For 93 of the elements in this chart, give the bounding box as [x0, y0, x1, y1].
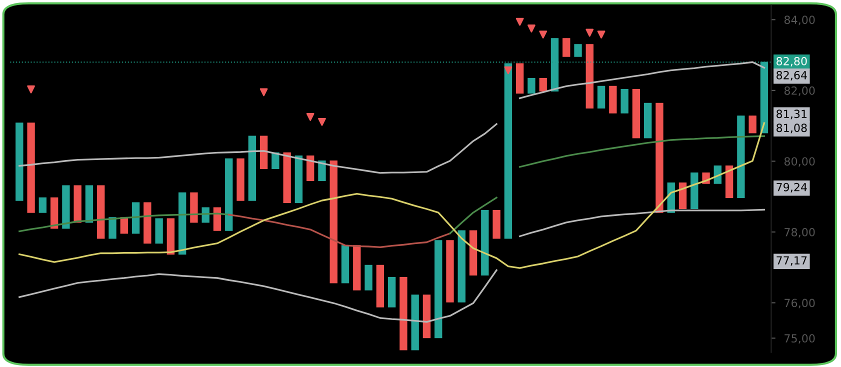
candlestick [155, 218, 163, 244]
annotation: 81,31 [776, 110, 807, 120]
annotation: 77,17 [776, 256, 807, 266]
candlestick [388, 276, 396, 308]
candlestick [178, 192, 186, 255]
candlestick [353, 244, 361, 291]
candlestick [446, 240, 454, 303]
candlestick [539, 78, 547, 92]
candlestick [492, 210, 500, 239]
candlestick [248, 136, 256, 201]
line-series [449, 196, 498, 234]
candlestick [190, 192, 198, 224]
candlestick [714, 165, 722, 184]
line-series [228, 214, 451, 248]
point [27, 85, 35, 94]
candlestick [213, 206, 222, 232]
point [504, 66, 512, 74]
candlestick [272, 152, 280, 169]
candlestick [620, 88, 628, 114]
point [516, 18, 524, 26]
candlestick [597, 86, 606, 108]
y-tick-label: 84,00 [784, 16, 815, 26]
candlestick [434, 240, 442, 338]
point [597, 30, 606, 38]
point [528, 24, 536, 32]
y-tick-label: 76,00 [784, 298, 815, 308]
candlestick [632, 89, 640, 138]
candlestick [166, 218, 175, 255]
candlestick [678, 182, 687, 209]
candlestick [748, 115, 756, 134]
candlestick [528, 78, 536, 94]
y-tick-label: 78,00 [784, 228, 815, 238]
annotation: 79,24 [776, 182, 807, 192]
point [539, 30, 548, 38]
candlestick [422, 294, 431, 338]
point [306, 113, 314, 121]
point [260, 88, 268, 96]
candlestick [62, 185, 70, 229]
candlestick [516, 63, 524, 94]
candlestick [504, 63, 512, 239]
candlestick [400, 276, 408, 350]
candlestick [74, 185, 82, 223]
line-series [518, 61, 766, 100]
candlestick [294, 156, 303, 203]
candlestick [341, 245, 350, 284]
line-series [18, 122, 766, 269]
candlestick [225, 158, 233, 231]
line-series [18, 212, 230, 232]
candlestick [120, 216, 128, 234]
candlestick [586, 44, 594, 109]
candlestick [725, 165, 734, 198]
ref-line-label: 82,80 [776, 56, 807, 66]
candlestick [469, 230, 478, 276]
line-series [18, 123, 498, 174]
candlestick [283, 152, 291, 203]
candlestick [737, 115, 745, 198]
candlestick [27, 122, 35, 213]
y-tick-label: 82,00 [784, 86, 815, 96]
candlestick [458, 230, 466, 303]
candlestick [364, 264, 372, 290]
candlestick [481, 210, 489, 276]
candlestick [50, 197, 58, 229]
candlestick [132, 202, 140, 234]
candlestick [330, 160, 338, 284]
candlestick [108, 217, 116, 239]
candlestick [609, 86, 617, 114]
y-tick-label: 75,00 [784, 334, 815, 344]
y-tick-label: 80,00 [784, 157, 815, 167]
candlestick [97, 185, 105, 239]
candlestick [38, 197, 47, 213]
candlestick [690, 172, 698, 209]
candlestick [550, 38, 559, 92]
line-series [518, 135, 766, 168]
candlestick [411, 294, 419, 350]
candlestick [16, 122, 24, 201]
point [318, 118, 326, 126]
candlestick [260, 136, 268, 169]
candlestick [644, 102, 652, 138]
candlestick [306, 156, 314, 182]
candlestick [318, 160, 326, 182]
candlestick [760, 61, 768, 134]
text: 82,64 [776, 70, 807, 80]
candlestick [85, 185, 94, 223]
candlestick [236, 158, 244, 201]
candlestick [574, 44, 582, 58]
line-series [518, 208, 766, 238]
candlestick [376, 264, 384, 308]
point [586, 28, 594, 37]
line-series [18, 269, 498, 323]
candlestick [144, 202, 152, 244]
candlestick [656, 102, 664, 213]
candlestick [562, 38, 570, 58]
text: 81,08 [776, 124, 807, 134]
